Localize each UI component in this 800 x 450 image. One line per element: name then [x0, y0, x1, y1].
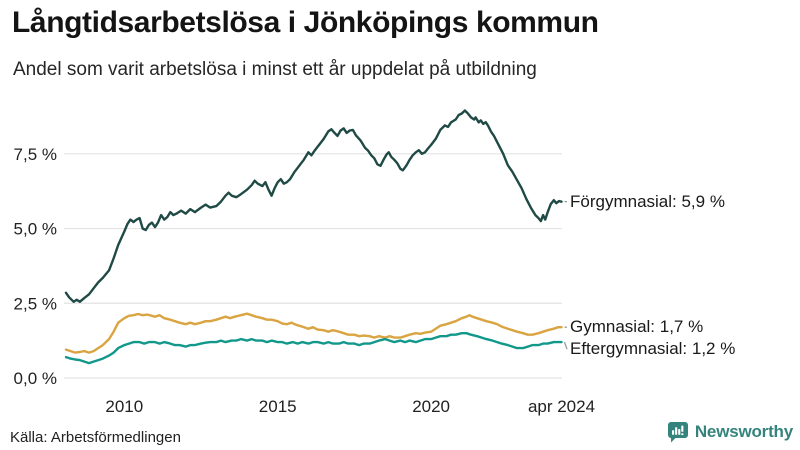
y-tick-label: 5,0 %	[14, 220, 57, 239]
x-tick-label: apr 2024	[528, 397, 595, 416]
x-tick-label: 2020	[412, 397, 450, 416]
chart-subtitle: Andel som varit arbetslösa i minst ett å…	[13, 59, 537, 80]
newsworthy-logo-icon	[667, 422, 688, 443]
series-annotation-forgymnasial: Förgymnasial: 5,9 %	[570, 191, 725, 211]
x-tick-label: 2010	[105, 397, 143, 416]
series-line-gymnasial	[64, 312, 563, 354]
newsworthy-brand: Newsworthy	[667, 421, 793, 443]
source-attribution: Källa: Arbetsförmedlingen	[10, 429, 181, 446]
newsworthy-brand-label: Newsworthy	[694, 422, 793, 441]
y-tick-label: 7,5 %	[14, 145, 57, 164]
series-line-frgymnasial	[64, 109, 563, 303]
series-line-eftergymnasial	[64, 332, 563, 365]
y-tick-label: 2,5 %	[14, 294, 57, 313]
x-tick-label: 2015	[259, 397, 297, 416]
series-annotation-eftergymnasial: Eftergymnasial: 1,2 %	[570, 339, 736, 359]
y-tick-label: 0,0 %	[14, 369, 57, 388]
chart-title: Långtidsarbetslösa i Jönköpings kommun	[12, 6, 599, 39]
series-annotation-gymnasial: Gymnasial: 1,7 %	[570, 317, 704, 337]
annotation-connector	[563, 341, 568, 350]
